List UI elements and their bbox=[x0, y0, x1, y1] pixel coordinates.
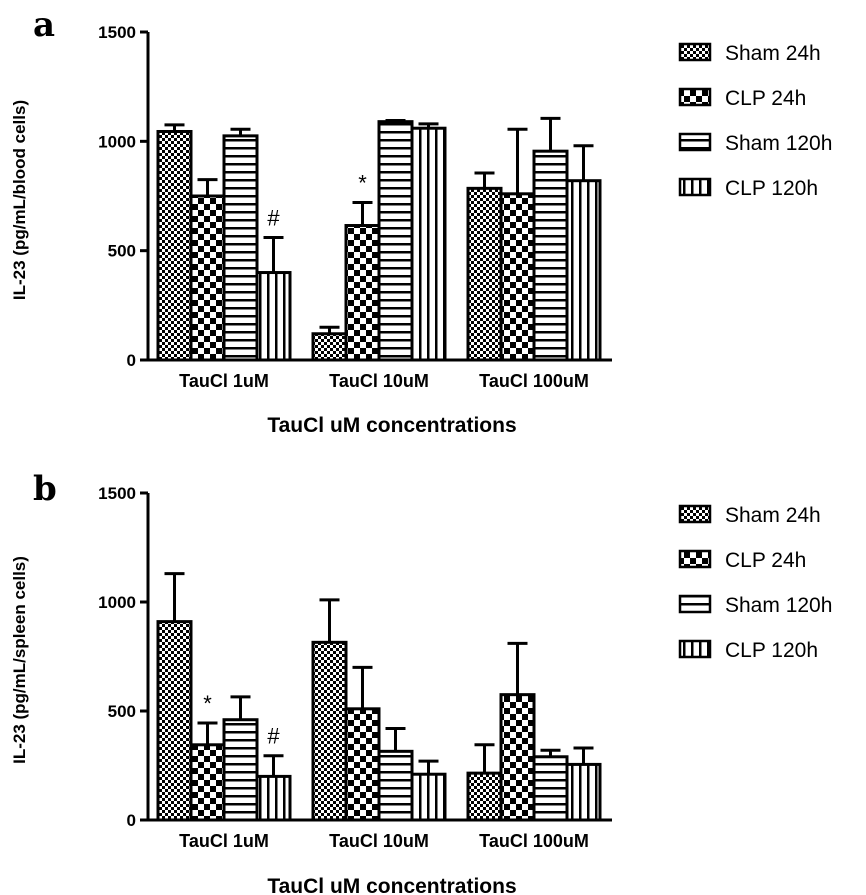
bar bbox=[222, 718, 259, 822]
bar bbox=[410, 772, 447, 822]
legend-swatch bbox=[678, 594, 712, 614]
legend-label: CLP 120h bbox=[725, 177, 818, 200]
legend-label: CLP 24h bbox=[725, 87, 806, 110]
legend-label: CLP 24h bbox=[725, 549, 806, 572]
legend-swatch bbox=[678, 549, 712, 569]
significance-marker: * bbox=[203, 691, 212, 716]
legend-label: Sham 24h bbox=[725, 42, 821, 65]
significance-marker: * bbox=[358, 171, 367, 196]
significance-marker: # bbox=[267, 206, 280, 231]
y-tick-label: 1000 bbox=[98, 593, 136, 612]
bar bbox=[255, 774, 292, 822]
legend-swatch bbox=[678, 504, 712, 524]
bar bbox=[156, 620, 193, 822]
x-axis-label: TauCl uM concentrations bbox=[267, 414, 516, 437]
legend-label: Sham 120h bbox=[725, 594, 832, 617]
bar bbox=[377, 120, 414, 362]
y-tick-label: 1500 bbox=[98, 23, 136, 42]
x-tick-label: TauCl 1uM bbox=[179, 371, 269, 391]
plot-area: 0 500 1000 1500 TauCl 1uM TauCl 10uM TauCl 100… bbox=[98, 484, 612, 851]
bar bbox=[377, 749, 414, 822]
bar bbox=[466, 186, 503, 362]
legend-label: Sham 24h bbox=[725, 504, 821, 527]
significance-marker: # bbox=[267, 724, 280, 749]
legend-swatch bbox=[678, 639, 712, 659]
legend-label: Sham 120h bbox=[725, 132, 832, 155]
y-tick-label: 1000 bbox=[98, 132, 136, 151]
legend-swatch bbox=[678, 87, 712, 107]
y-tick-label: 0 bbox=[127, 811, 136, 830]
x-tick-label: TauCl 100uM bbox=[479, 831, 589, 851]
legend-swatch bbox=[678, 177, 712, 197]
bar bbox=[189, 743, 226, 822]
y-tick-label: 500 bbox=[108, 702, 136, 721]
panel-label: a bbox=[33, 5, 55, 45]
bar bbox=[532, 149, 569, 362]
y-tick-label: 0 bbox=[127, 351, 136, 370]
legend: Sham 24h CLP 24h Sham 120h CLP 120h bbox=[678, 504, 832, 662]
legend-swatch bbox=[678, 132, 712, 152]
x-tick-label: TauCl 1uM bbox=[179, 831, 269, 851]
x-tick-label: TauCl 100uM bbox=[479, 371, 589, 391]
x-tick-label: TauCl 10uM bbox=[329, 831, 429, 851]
bar bbox=[222, 134, 259, 362]
y-tick-label: 500 bbox=[108, 242, 136, 261]
bar bbox=[565, 179, 602, 362]
bar bbox=[410, 126, 447, 362]
legend: Sham 24h CLP 24h Sham 120h CLP 120h bbox=[678, 42, 832, 200]
bar bbox=[499, 192, 536, 362]
bar bbox=[255, 271, 292, 362]
x-tick-label: TauCl 10uM bbox=[329, 371, 429, 391]
bar bbox=[565, 762, 602, 822]
x-axis-label: TauCl uM concentrations bbox=[267, 875, 516, 895]
bar bbox=[344, 707, 381, 822]
y-axis-label: IL-23 (pg/mL/blood cells) bbox=[10, 100, 29, 300]
plot-area: 0 500 1000 1500 TauCl 1uM TauCl 10uM TauCl 100… bbox=[98, 23, 612, 391]
bar bbox=[344, 224, 381, 362]
legend-swatch bbox=[678, 42, 712, 62]
bar bbox=[311, 332, 348, 362]
legend-label: CLP 120h bbox=[725, 639, 818, 662]
panel-a: a IL-23 (pg/mL/blood cells) TauCl uM con… bbox=[10, 5, 832, 437]
bar bbox=[532, 755, 569, 822]
bar bbox=[311, 640, 348, 822]
y-tick-label: 1500 bbox=[98, 484, 136, 503]
panel-label: b bbox=[33, 469, 57, 509]
bar bbox=[189, 194, 226, 362]
y-axis-label: IL-23 (pg/mL/spleen cells) bbox=[10, 556, 29, 764]
bar bbox=[499, 693, 536, 822]
bar bbox=[466, 771, 503, 822]
panel-b: b IL-23 (pg/mL/spleen cells) TauCl uM co… bbox=[10, 469, 832, 895]
bar bbox=[156, 129, 193, 362]
